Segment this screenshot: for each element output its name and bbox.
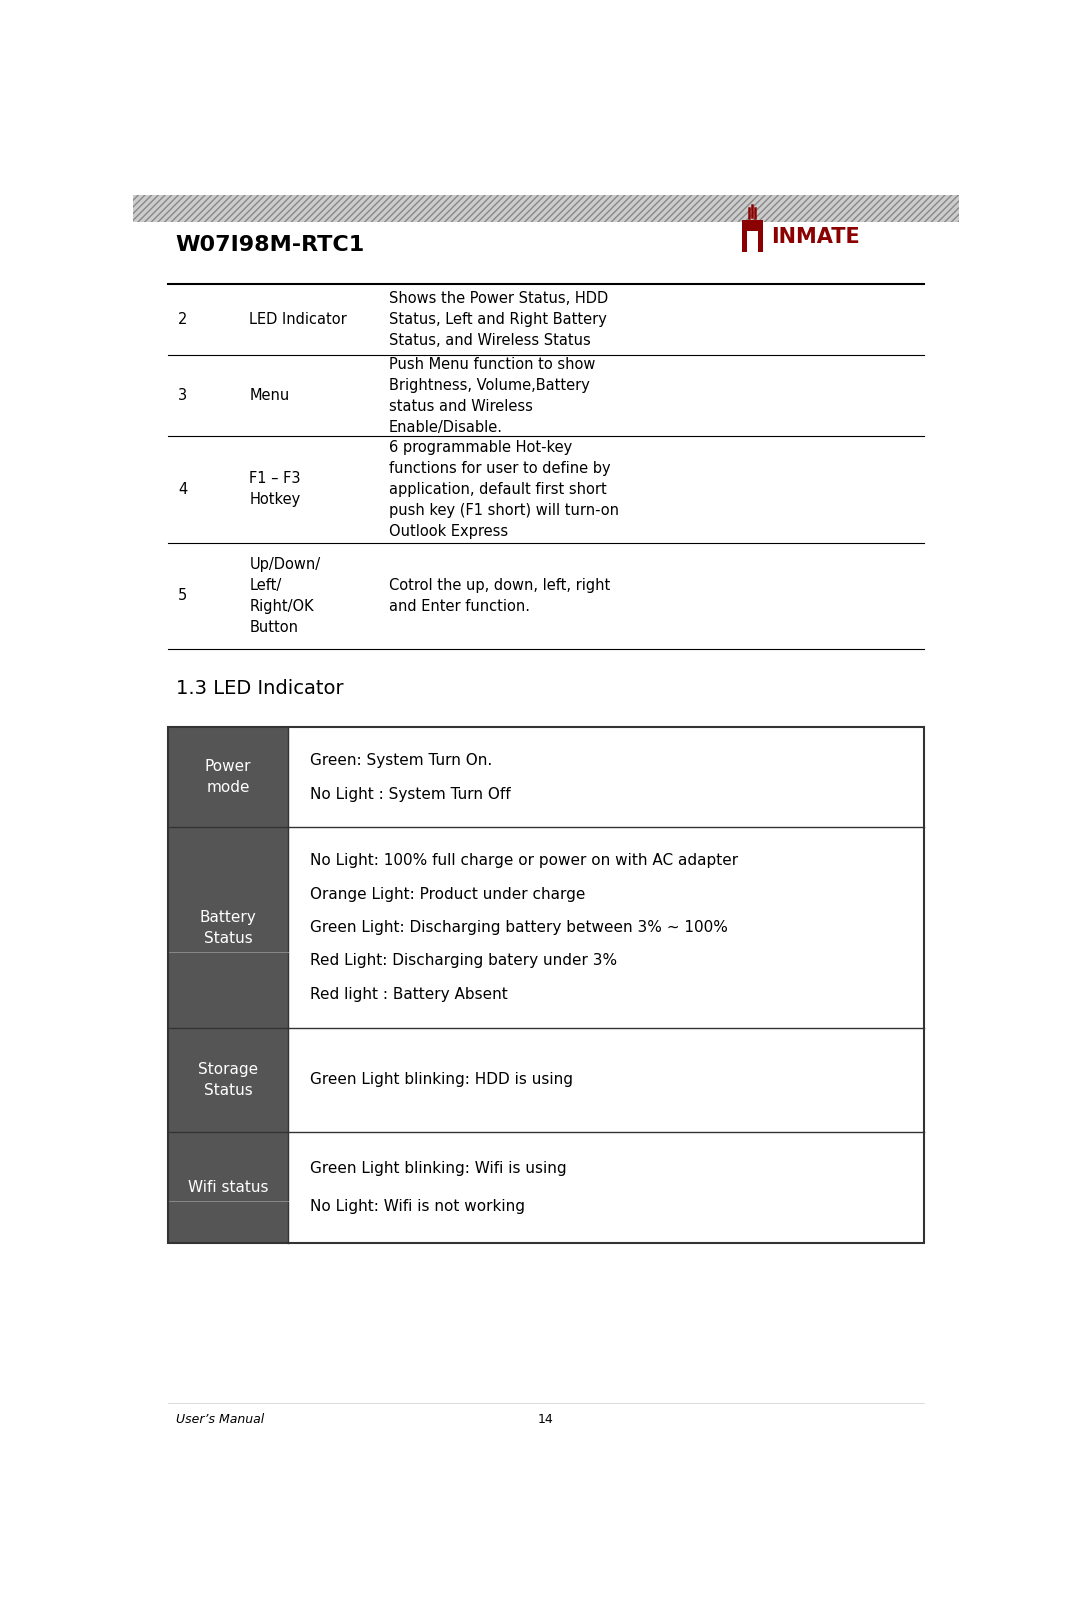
Text: Green Light blinking: Wifi is using: Green Light blinking: Wifi is using bbox=[310, 1161, 567, 1177]
Text: Menu: Menu bbox=[249, 389, 290, 404]
Text: F1 – F3
Hotkey: F1 – F3 Hotkey bbox=[249, 472, 301, 507]
Text: Orange Light: Product under charge: Orange Light: Product under charge bbox=[310, 887, 585, 901]
Text: 3: 3 bbox=[178, 389, 187, 404]
Bar bbox=[741, 220, 764, 253]
Text: Shows the Power Status, HDD
Status, Left and Right Battery
Status, and Wireless : Shows the Power Status, HDD Status, Left… bbox=[389, 292, 608, 349]
Text: 5: 5 bbox=[178, 588, 187, 603]
Text: No Light : System Turn Off: No Light : System Turn Off bbox=[310, 786, 510, 802]
Text: Wifi status: Wifi status bbox=[187, 1180, 268, 1195]
Text: W07I98M-RTC1: W07I98M-RTC1 bbox=[176, 235, 365, 256]
Text: User’s Manual: User’s Manual bbox=[176, 1414, 264, 1426]
Text: Green Light: Discharging battery between 3% ~ 100%: Green Light: Discharging battery between… bbox=[310, 921, 727, 935]
Text: Red Light: Discharging batery under 3%: Red Light: Discharging batery under 3% bbox=[310, 953, 617, 968]
Bar bbox=[168, 728, 289, 827]
Text: Power
mode: Power mode bbox=[204, 759, 251, 796]
Bar bbox=[168, 728, 923, 1243]
Text: LED Indicator: LED Indicator bbox=[249, 313, 347, 327]
Text: 14: 14 bbox=[538, 1414, 554, 1426]
Text: Push Menu function to show
Brightness, Volume,Battery
status and Wireless
Enable: Push Menu function to show Brightness, V… bbox=[389, 357, 595, 434]
Bar bbox=[168, 1131, 289, 1243]
Text: Red light : Battery Absent: Red light : Battery Absent bbox=[310, 987, 508, 1002]
Text: Green: System Turn On.: Green: System Turn On. bbox=[310, 754, 492, 768]
Text: 6 programmable Hot-key
functions for user to define by
application, default firs: 6 programmable Hot-key functions for use… bbox=[389, 439, 619, 538]
Text: INMATE: INMATE bbox=[771, 227, 859, 246]
Text: No Light: 100% full charge or power on with AC adapter: No Light: 100% full charge or power on w… bbox=[310, 853, 738, 869]
Text: Up/Down/
Left/
Right/OK
Button: Up/Down/ Left/ Right/OK Button bbox=[249, 556, 321, 635]
Text: 2: 2 bbox=[178, 313, 187, 327]
Bar bbox=[168, 1028, 289, 1131]
Bar bbox=[168, 827, 289, 1028]
Text: Battery
Status: Battery Status bbox=[200, 909, 257, 945]
Text: No Light: Wifi is not working: No Light: Wifi is not working bbox=[310, 1198, 525, 1214]
Text: 1.3 LED Indicator: 1.3 LED Indicator bbox=[176, 679, 343, 699]
Text: 4: 4 bbox=[178, 481, 187, 498]
Bar bbox=[133, 195, 958, 222]
Bar bbox=[747, 230, 758, 253]
Text: Cotrol the up, down, left, right
and Enter function.: Cotrol the up, down, left, right and Ent… bbox=[389, 577, 610, 614]
Text: Storage
Status: Storage Status bbox=[198, 1062, 258, 1097]
Text: Green Light blinking: HDD is using: Green Light blinking: HDD is using bbox=[310, 1071, 573, 1088]
